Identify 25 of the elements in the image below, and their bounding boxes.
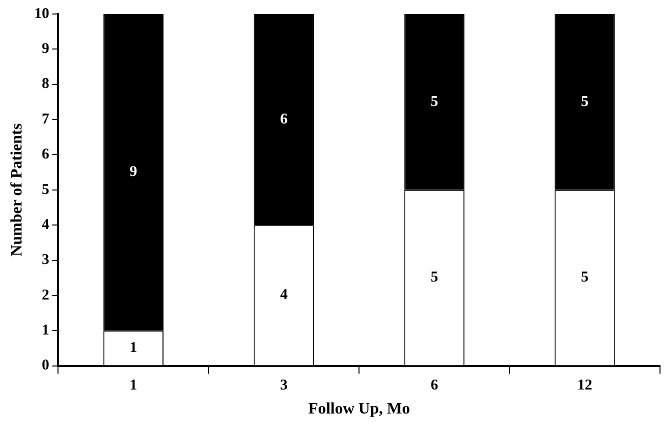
data-label: 5	[581, 94, 589, 110]
data-label: 6	[280, 111, 288, 128]
y-tick-label: 2	[42, 287, 50, 304]
y-tick-label: 4	[42, 216, 50, 233]
y-tick-label: 5	[42, 182, 50, 198]
y-tick-label: 0	[42, 358, 50, 374]
data-label: 4	[280, 287, 288, 304]
y-tick-label: 10	[34, 6, 50, 22]
x-tick-label: 3	[280, 378, 288, 394]
y-axis-title: Number of Patients	[8, 123, 26, 256]
data-label: 9	[130, 164, 138, 180]
y-tick-label: 1	[42, 322, 50, 338]
data-label: 1	[130, 340, 138, 356]
y-tick-label: 9	[42, 41, 50, 58]
data-label: 5	[430, 269, 438, 286]
y-tick-label: 8	[42, 76, 50, 92]
x-tick-label: 1	[130, 378, 138, 394]
y-tick-label: 3	[42, 252, 50, 268]
data-label: 5	[430, 94, 438, 110]
x-axis-title: Follow Up, Mo	[308, 400, 410, 418]
x-tick-label: 12	[577, 378, 592, 394]
data-label: 5	[581, 269, 589, 286]
y-tick-label: 6	[42, 146, 50, 163]
y-tick-label: 7	[42, 111, 50, 128]
x-tick-label: 6	[430, 378, 439, 394]
